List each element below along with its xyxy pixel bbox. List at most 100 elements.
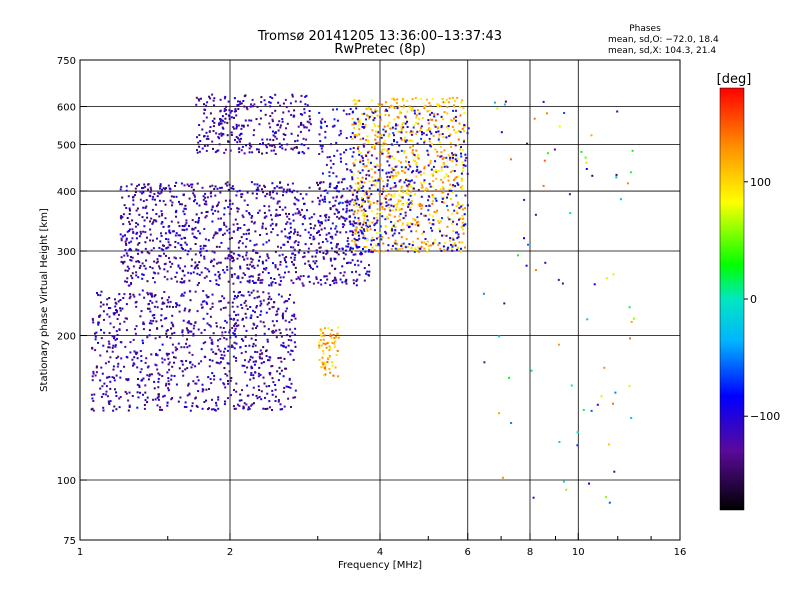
echo-point [432,219,435,222]
echo-point [316,231,318,234]
echo-point [349,135,352,138]
echo-point [210,208,213,211]
echo-point [423,181,425,183]
echo-point [362,137,365,140]
echo-point [308,121,311,124]
echo-point [179,267,181,270]
echo-point [379,113,382,116]
echo-point [339,129,342,132]
echo-point [192,332,195,335]
echo-point [374,134,377,137]
echo-point [167,238,170,241]
echo-point [270,277,272,280]
echo-point [402,121,405,124]
echo-point [391,167,394,170]
echo-point [323,361,326,364]
echo-point [226,121,229,124]
echo-point [265,355,268,357]
echo-point [161,325,164,328]
echo-point [119,188,122,191]
echo-point [351,178,354,181]
echo-point [460,180,463,182]
echo-point [464,159,467,162]
echo-point [363,193,366,196]
echo-point [284,300,287,303]
echo-point [309,123,312,126]
echo-point [352,151,355,154]
echo-point [428,248,431,251]
echo-point [345,278,348,281]
echo-point [297,251,300,254]
echo-point [214,185,217,188]
echo-point [388,199,390,201]
echo-point [381,169,384,172]
echo-point [271,377,274,380]
echo-point [149,299,152,302]
echo-point [355,195,358,198]
echo-point [596,403,599,406]
echo-point [416,156,419,158]
echo-point [251,327,254,330]
echo-point [391,155,394,158]
echo-point [438,169,441,172]
echo-point [139,198,142,201]
echo-point [179,203,182,206]
echo-point [278,186,281,189]
echo-point [235,342,238,345]
echo-point [261,271,264,274]
echo-point [298,249,301,251]
echo-point [271,393,274,396]
echo-point [207,376,210,379]
echo-point [363,230,366,232]
echo-point [262,291,265,294]
echo-point [221,126,224,129]
echo-point [106,303,108,306]
echo-point [464,207,466,210]
echo-point [285,261,287,264]
echo-point [128,297,131,300]
echo-point [258,151,260,154]
echo-point [196,406,199,408]
echo-point [358,119,361,122]
echo-point [217,348,220,351]
echo-point [244,245,247,248]
echo-point [242,124,245,127]
echo-point [214,232,217,235]
echo-point [322,181,325,184]
echo-point [358,203,360,206]
echo-point [410,199,413,202]
echo-point [335,141,338,144]
echo-point [324,363,327,366]
echo-point [128,267,131,270]
echo-point [122,213,125,216]
echo-point [233,317,235,320]
echo-point [366,219,369,222]
echo-point [302,124,305,127]
echo-point [263,99,266,102]
echo-point [115,374,118,377]
echo-point [318,182,321,185]
echo-point [251,258,254,261]
echo-point [400,149,403,152]
echo-point [213,97,216,100]
echo-point [323,198,326,201]
echo-point [175,271,178,274]
echo-point [280,144,283,147]
echo-point [153,387,156,390]
echo-point [435,131,438,134]
echo-point [392,176,395,179]
echo-point [401,224,404,227]
echo-point [368,206,371,209]
echo-point [355,102,358,105]
echo-point [449,156,451,159]
echo-point [308,115,311,118]
echo-point [284,148,287,151]
echo-point [335,336,337,338]
echo-point [135,353,138,355]
echo-point [413,153,416,156]
echo-point [162,225,165,228]
echo-point [290,339,293,342]
echo-point [251,345,254,348]
echo-point [338,134,341,137]
echo-point [214,409,217,412]
